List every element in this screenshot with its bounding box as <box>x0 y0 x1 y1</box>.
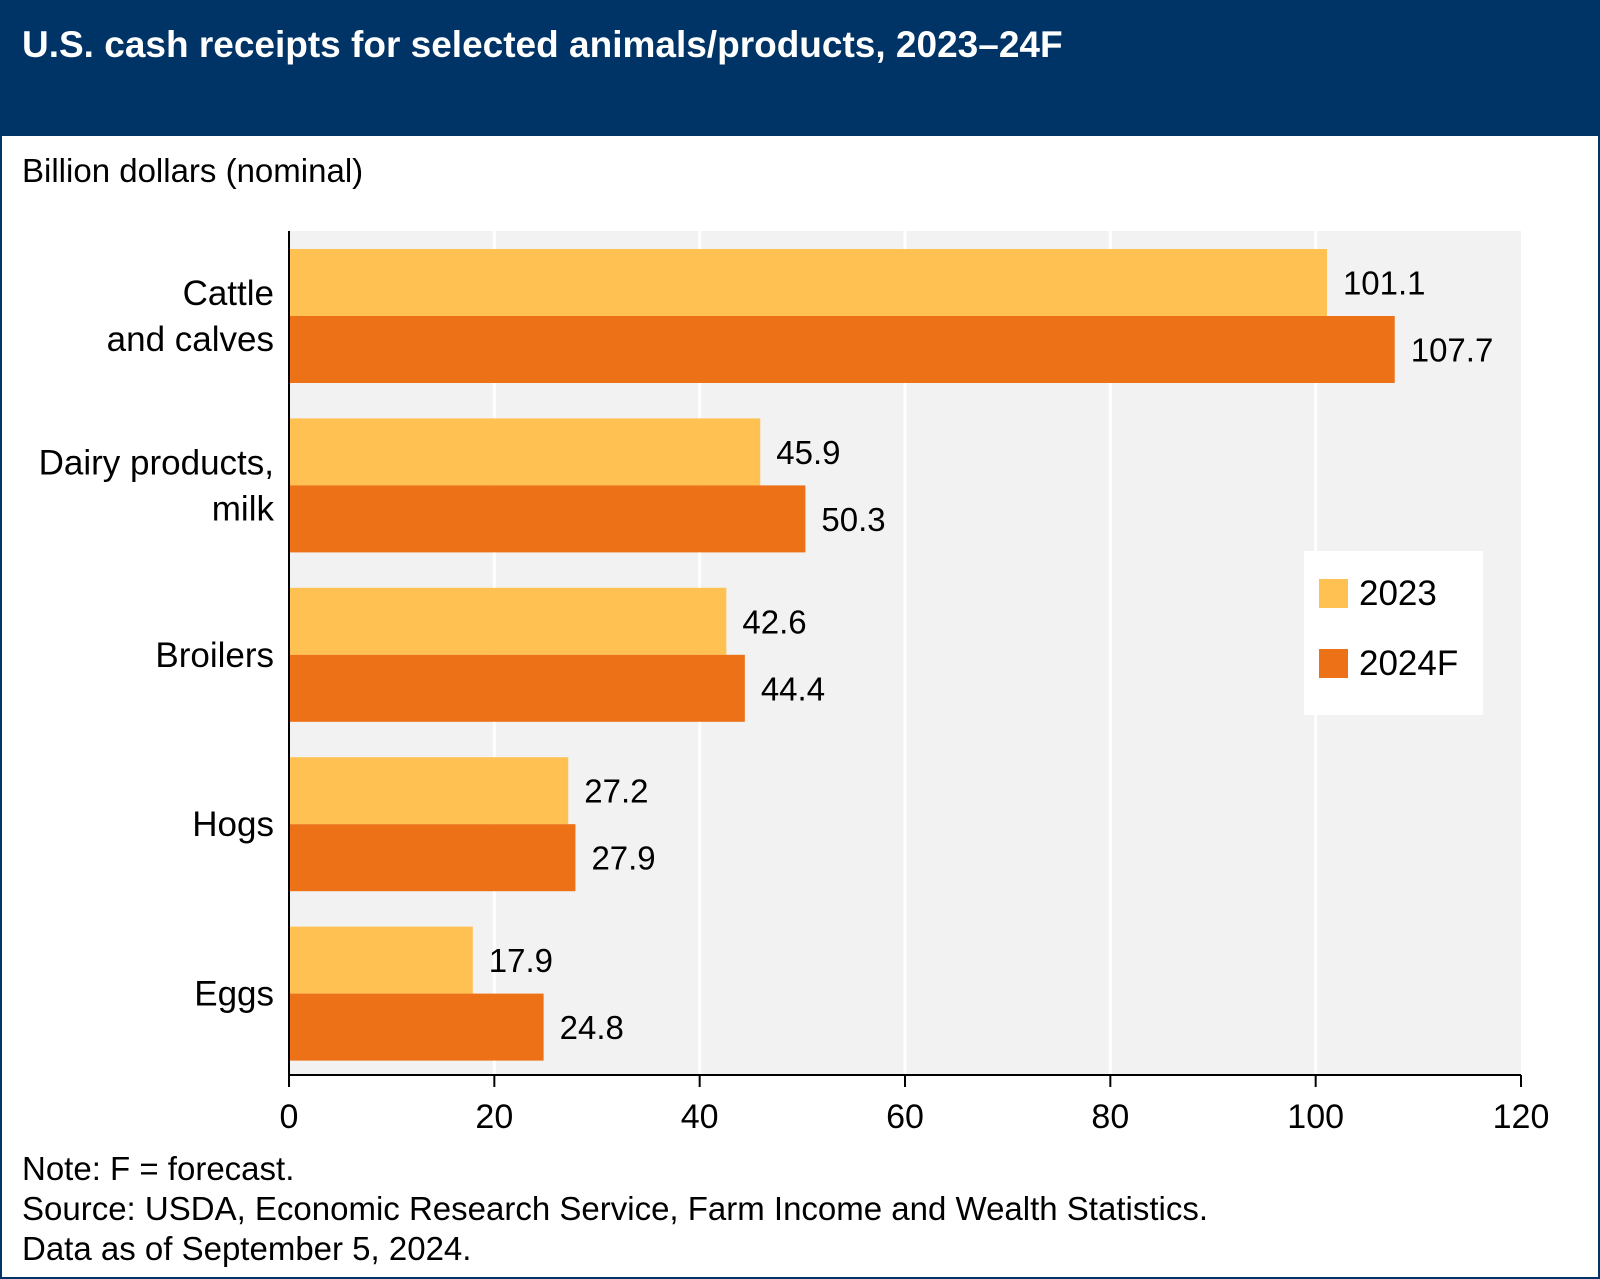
x-tick-label: 100 <box>1287 1098 1344 1136</box>
legend-label-2024F: 2024F <box>1359 644 1458 683</box>
source-line: Source: USDA, Economic Research Service,… <box>22 1190 1209 1227</box>
x-tick-label: 40 <box>681 1098 719 1136</box>
bar-2024F <box>289 485 806 553</box>
bar-2023 <box>289 587 727 655</box>
bar-value-label: 107.7 <box>1411 332 1494 369</box>
category-label: milk <box>212 489 275 528</box>
bar-2023 <box>289 418 761 486</box>
category-label: Eggs <box>194 975 274 1014</box>
category-label: and calves <box>107 320 274 359</box>
category-label: Broilers <box>155 636 274 675</box>
legend-swatch-2024F <box>1319 649 1348 678</box>
bar-2024F <box>289 824 576 892</box>
title-banner: U.S. cash receipts for selected animals/… <box>2 2 1598 136</box>
bar-value-label: 101.1 <box>1343 265 1426 302</box>
bar-2024F <box>289 993 544 1061</box>
chart-title: U.S. cash receipts for selected animals/… <box>22 24 1063 65</box>
x-tick-label: 20 <box>475 1098 513 1136</box>
bar-value-label: 45.9 <box>776 434 840 471</box>
bar-value-label: 24.8 <box>560 1009 624 1046</box>
category-label: Hogs <box>192 805 274 844</box>
category-label: Cattle <box>183 274 274 313</box>
bar-value-label: 44.4 <box>761 670 825 707</box>
bar-2024F <box>289 316 1395 383</box>
x-tick-label: 80 <box>1091 1098 1129 1136</box>
legend-swatch-2023 <box>1319 579 1348 608</box>
x-tick-label: 60 <box>886 1098 924 1136</box>
chart-notes: Note: F = forecast. Source: USDA, Econom… <box>22 1149 1208 1269</box>
legend-label-2023: 2023 <box>1359 574 1437 613</box>
bar-chart: 101.1 107.7 Cattle and calves 45.9 50.3 Dairy … <box>39 231 1550 1136</box>
bar-value-label: 42.6 <box>742 603 806 640</box>
x-tick-label: 0 <box>280 1098 299 1136</box>
bar-value-label: 27.2 <box>584 773 648 810</box>
data-date-line: Data as of September 5, 2024. <box>22 1230 472 1267</box>
bar-2024F <box>289 654 745 722</box>
bar-value-label: 27.9 <box>591 840 655 877</box>
bar-value-label: 17.9 <box>489 942 553 979</box>
category-label: Dairy products, <box>39 443 274 482</box>
note-line: Note: F = forecast. <box>22 1150 295 1187</box>
bar-2023 <box>289 926 473 994</box>
bar-2023 <box>289 249 1327 316</box>
bar-value-label: 50.3 <box>821 501 885 538</box>
x-tick-label: 120 <box>1493 1098 1550 1136</box>
legend-box <box>1304 551 1483 715</box>
units-label: Billion dollars (nominal) <box>22 152 364 189</box>
bar-2023 <box>289 757 569 825</box>
